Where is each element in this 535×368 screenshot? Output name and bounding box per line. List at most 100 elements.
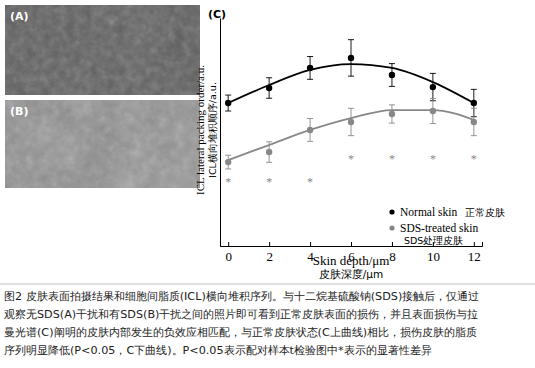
figure: (A)(B)(C)024681012Skin depth/μm皮肤深度/μmIC… [0, 0, 535, 368]
x-tick-mark [310, 242, 311, 246]
significance-star: * [471, 152, 477, 166]
legend-label: SDS-treated skin [400, 222, 479, 234]
error-bar-cap [225, 155, 231, 156]
y-axis-title-cn: ICL横向堆积顺序/a.u. [207, 82, 218, 178]
x-tick-mark [269, 242, 270, 246]
panel-label: (A) [10, 10, 29, 23]
significance-star: * [266, 175, 272, 189]
data-point [430, 84, 436, 90]
error-bar [430, 73, 436, 100]
error-bar-cap [348, 108, 354, 109]
legend-label-cn: 正常皮肤 [465, 207, 505, 218]
legend-label-cn: SDS处理皮肤 [404, 235, 463, 246]
error-bar-cap [307, 141, 313, 142]
error-bar-cap [266, 77, 272, 78]
x-tick-label: 10 [427, 249, 440, 264]
data-point [348, 119, 354, 125]
x-tick-mark [474, 242, 475, 246]
error-bar-cap [266, 141, 272, 142]
photo [5, 5, 200, 95]
data-point [225, 100, 231, 106]
error-bar-cap [307, 56, 313, 57]
x-tick-mark [228, 242, 229, 246]
error-bar [348, 108, 354, 135]
legend-label: Normal skin [400, 206, 457, 218]
error-bar-cap [389, 86, 395, 87]
error-bar-cap [225, 111, 231, 112]
error-bar-cap [430, 98, 436, 99]
error-bar [348, 40, 354, 76]
data-point [266, 149, 272, 155]
error-bar [471, 108, 477, 135]
x-tick: 2 [266, 242, 273, 264]
x-tick-mark [351, 242, 352, 246]
error-bar-cap [307, 79, 313, 80]
significance-star: * [430, 152, 436, 166]
caption-line: 序列明显降低(P<0.05，C下曲线)。P<0.05表示配对样本t检验图中*表示… [4, 344, 432, 357]
error-bar [389, 105, 395, 123]
photo-panel: (A) [5, 5, 200, 95]
error-bar-cap [266, 98, 272, 99]
error-bar-cap [348, 135, 354, 136]
data-point [471, 100, 477, 106]
photo-blotch [5, 100, 200, 188]
photo-blotch [5, 5, 200, 95]
x-tick-label: 12 [468, 249, 481, 264]
data-point [389, 72, 395, 78]
error-bar [266, 78, 272, 99]
error-bar-cap [389, 63, 395, 64]
significance-star: * [389, 152, 395, 166]
legend-marker [389, 225, 394, 230]
error-bar-cap [389, 123, 395, 124]
error-bar [225, 95, 231, 111]
error-bar-cap [389, 104, 395, 105]
x-axis-title-cn: 皮肤深度/μm [319, 268, 383, 280]
error-bar [266, 142, 272, 163]
error-bar-cap [266, 162, 272, 163]
y-axis [220, 19, 221, 247]
plot-area [225, 40, 477, 169]
x-tick-label: 8 [389, 249, 396, 264]
error-bar [307, 57, 313, 80]
caption-line: 观察无SDS(A)干扰和有SDS(B)干扰之间的照片即可看到正常皮肤表面的损伤，… [4, 308, 478, 321]
data-point [225, 159, 231, 165]
x-tick-mark [392, 242, 393, 246]
error-bar-cap [348, 76, 354, 77]
photo-panel: (B) [5, 100, 200, 188]
error-bar [389, 64, 395, 87]
x-tick: 12 [468, 242, 481, 264]
error-bar-cap [225, 95, 231, 96]
error-bar-cap [430, 123, 436, 124]
significance-star: * [348, 152, 354, 166]
photo-texture [5, 100, 200, 188]
data-point [266, 85, 272, 91]
error-bar [307, 119, 313, 142]
error-bar-cap [471, 135, 477, 136]
error-bar-cap [225, 168, 231, 169]
x-tick-label: 0 [225, 249, 232, 264]
y-axis-title: ICL lateral packing order/a.u. [194, 65, 206, 195]
y-axis-line [220, 19, 221, 247]
error-bar [225, 155, 231, 169]
x-axis-title: Skin depth/μm [313, 253, 390, 268]
data-point [348, 55, 354, 61]
significance-star: * [225, 175, 231, 189]
data-point [307, 65, 313, 71]
photo [5, 100, 200, 188]
legend: Normal skin 正常皮肤 SDS-treated skinSDS处理皮肤 [389, 206, 505, 246]
legend-marker [389, 209, 394, 214]
x-tick: 0 [225, 242, 232, 264]
x-tick-label: 2 [266, 249, 273, 264]
error-bar-cap [471, 108, 477, 109]
error-bar [430, 98, 436, 123]
panel-label: (C) [208, 8, 226, 21]
data-point [307, 127, 313, 133]
photo-texture [5, 5, 200, 95]
error-bar-cap [307, 118, 313, 119]
error-bar-cap [471, 89, 477, 90]
x-tick: 8 [389, 242, 396, 264]
significance-star: * [307, 175, 313, 189]
separator [0, 284, 535, 285]
error-bar-cap [348, 39, 354, 40]
data-point [430, 108, 436, 114]
